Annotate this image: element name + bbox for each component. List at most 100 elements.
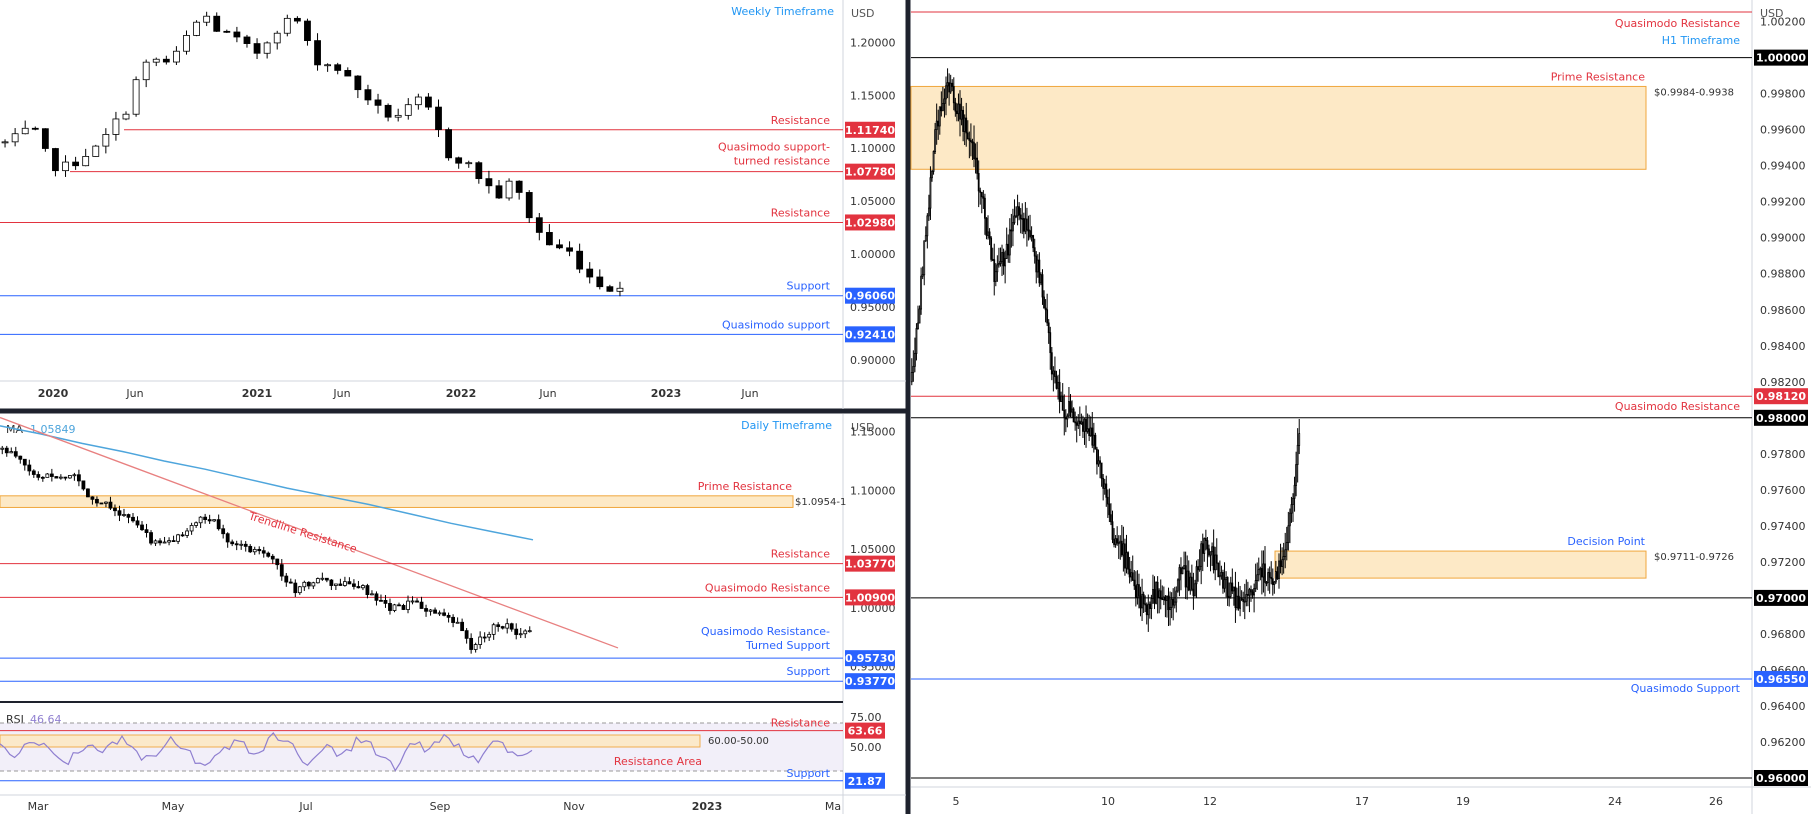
daily-candle[interactable]: [320, 577, 325, 580]
daily-candle[interactable]: [225, 533, 230, 543]
h1-candle[interactable]: [917, 322, 919, 329]
daily-candle[interactable]: [478, 636, 483, 645]
daily-candle[interactable]: [514, 628, 519, 635]
h1-candle[interactable]: [1290, 504, 1293, 514]
h1-candle[interactable]: [1094, 434, 1097, 450]
daily-candle[interactable]: [261, 550, 266, 554]
h1-candle[interactable]: [1131, 572, 1134, 581]
weekly-candle[interactable]: [253, 43, 261, 54]
h1-candle[interactable]: [1246, 594, 1249, 596]
daily-candle[interactable]: [22, 458, 27, 466]
h1-candle[interactable]: [1120, 540, 1123, 556]
daily-candle[interactable]: [464, 630, 469, 639]
h1-candle[interactable]: [1082, 421, 1084, 432]
weekly-candle[interactable]: [586, 268, 594, 278]
h1-candle[interactable]: [996, 264, 999, 273]
h1-candle[interactable]: [1181, 567, 1184, 575]
daily-candle[interactable]: [279, 564, 284, 577]
rsi-resistance-zone[interactable]: [0, 734, 701, 748]
h1-candle[interactable]: [1220, 572, 1223, 577]
h1-candle[interactable]: [1021, 217, 1024, 220]
h1-candle[interactable]: [1001, 252, 1003, 262]
h1-candle[interactable]: [1248, 589, 1251, 596]
h1-candle[interactable]: [1264, 563, 1266, 583]
daily-candle[interactable]: [306, 581, 311, 587]
h1-candle[interactable]: [915, 328, 918, 354]
h1-candle[interactable]: [1218, 575, 1221, 578]
h1-candle[interactable]: [1204, 538, 1207, 541]
h1-candle[interactable]: [1047, 322, 1050, 334]
h1-candle[interactable]: [1092, 434, 1095, 446]
h1-candle[interactable]: [1133, 579, 1136, 587]
weekly-candle[interactable]: [394, 114, 402, 118]
weekly-candle[interactable]: [243, 36, 251, 44]
daily-candle[interactable]: [185, 530, 190, 536]
daily-candle[interactable]: [406, 600, 410, 610]
daily-candle[interactable]: [9, 451, 14, 454]
daily-candle[interactable]: [338, 583, 343, 586]
h1-candle[interactable]: [1111, 521, 1114, 540]
h1-candle[interactable]: [1043, 296, 1045, 309]
daily-candle[interactable]: [365, 585, 370, 596]
weekly-candle[interactable]: [505, 180, 513, 199]
h1-candle[interactable]: [1108, 503, 1111, 516]
h1-candle[interactable]: [1072, 408, 1075, 423]
h1-candle[interactable]: [1245, 594, 1248, 602]
h1-candle[interactable]: [1274, 571, 1277, 583]
daily-candle[interactable]: [469, 637, 474, 650]
h1-candle[interactable]: [1117, 542, 1120, 545]
weekly-candle[interactable]: [173, 50, 180, 63]
weekly-candle[interactable]: [72, 161, 80, 167]
h1-candle[interactable]: [1240, 597, 1243, 600]
weekly-candle[interactable]: [515, 180, 523, 193]
h1-candle[interactable]: [1198, 565, 1201, 571]
daily-candle[interactable]: [122, 514, 126, 516]
h1-candle[interactable]: [1209, 551, 1212, 556]
h1-candle[interactable]: [937, 120, 940, 127]
weekly-candle[interactable]: [293, 17, 301, 22]
h1-candle[interactable]: [1273, 581, 1276, 585]
h1-candle[interactable]: [1145, 604, 1148, 616]
h1-candle[interactable]: [1033, 247, 1036, 257]
h1-candle[interactable]: [1078, 420, 1081, 425]
daily-candle[interactable]: [487, 633, 492, 638]
h1-candle[interactable]: [1036, 259, 1039, 273]
h1-candle[interactable]: [952, 86, 955, 104]
h1-candle[interactable]: [949, 82, 952, 93]
h1-candle[interactable]: [1103, 483, 1106, 489]
h1-candle[interactable]: [966, 132, 969, 140]
daily-candle[interactable]: [505, 623, 510, 629]
daily-candle[interactable]: [0, 447, 5, 450]
h1-candle[interactable]: [974, 157, 977, 160]
h1-candle[interactable]: [1194, 583, 1196, 596]
h1-candle[interactable]: [1200, 543, 1203, 567]
daily-candle[interactable]: [284, 575, 289, 583]
h1-candle[interactable]: [1253, 588, 1255, 596]
h1-candle[interactable]: [1008, 229, 1011, 256]
weekly-candle[interactable]: [62, 161, 69, 172]
h1-candle[interactable]: [1298, 433, 1301, 446]
daily-candle[interactable]: [496, 624, 501, 627]
weekly-candle[interactable]: [314, 40, 321, 66]
h1-candle[interactable]: [1211, 546, 1213, 553]
h1-candle[interactable]: [1279, 560, 1282, 567]
weekly-candle[interactable]: [41, 128, 49, 149]
daily-candle[interactable]: [311, 582, 316, 587]
h1-candle[interactable]: [1285, 542, 1288, 551]
h1-candle[interactable]: [1038, 259, 1041, 284]
h1-candle[interactable]: [1234, 586, 1237, 609]
h1-candle[interactable]: [984, 197, 986, 219]
h1-candle[interactable]: [1019, 214, 1022, 219]
h1-candle[interactable]: [1281, 559, 1284, 567]
h1-candle[interactable]: [1050, 352, 1053, 375]
weekly-candle[interactable]: [112, 118, 120, 135]
h1-candle[interactable]: [1066, 415, 1069, 420]
weekly-candle[interactable]: [404, 104, 412, 116]
h1-candle[interactable]: [1284, 549, 1287, 558]
h1-candle[interactable]: [1016, 206, 1019, 217]
weekly-candle[interactable]: [414, 96, 422, 106]
weekly-candle[interactable]: [384, 104, 392, 118]
daily-candle[interactable]: [333, 583, 338, 586]
daily-candle[interactable]: [433, 609, 437, 614]
weekly-candle[interactable]: [233, 31, 241, 38]
